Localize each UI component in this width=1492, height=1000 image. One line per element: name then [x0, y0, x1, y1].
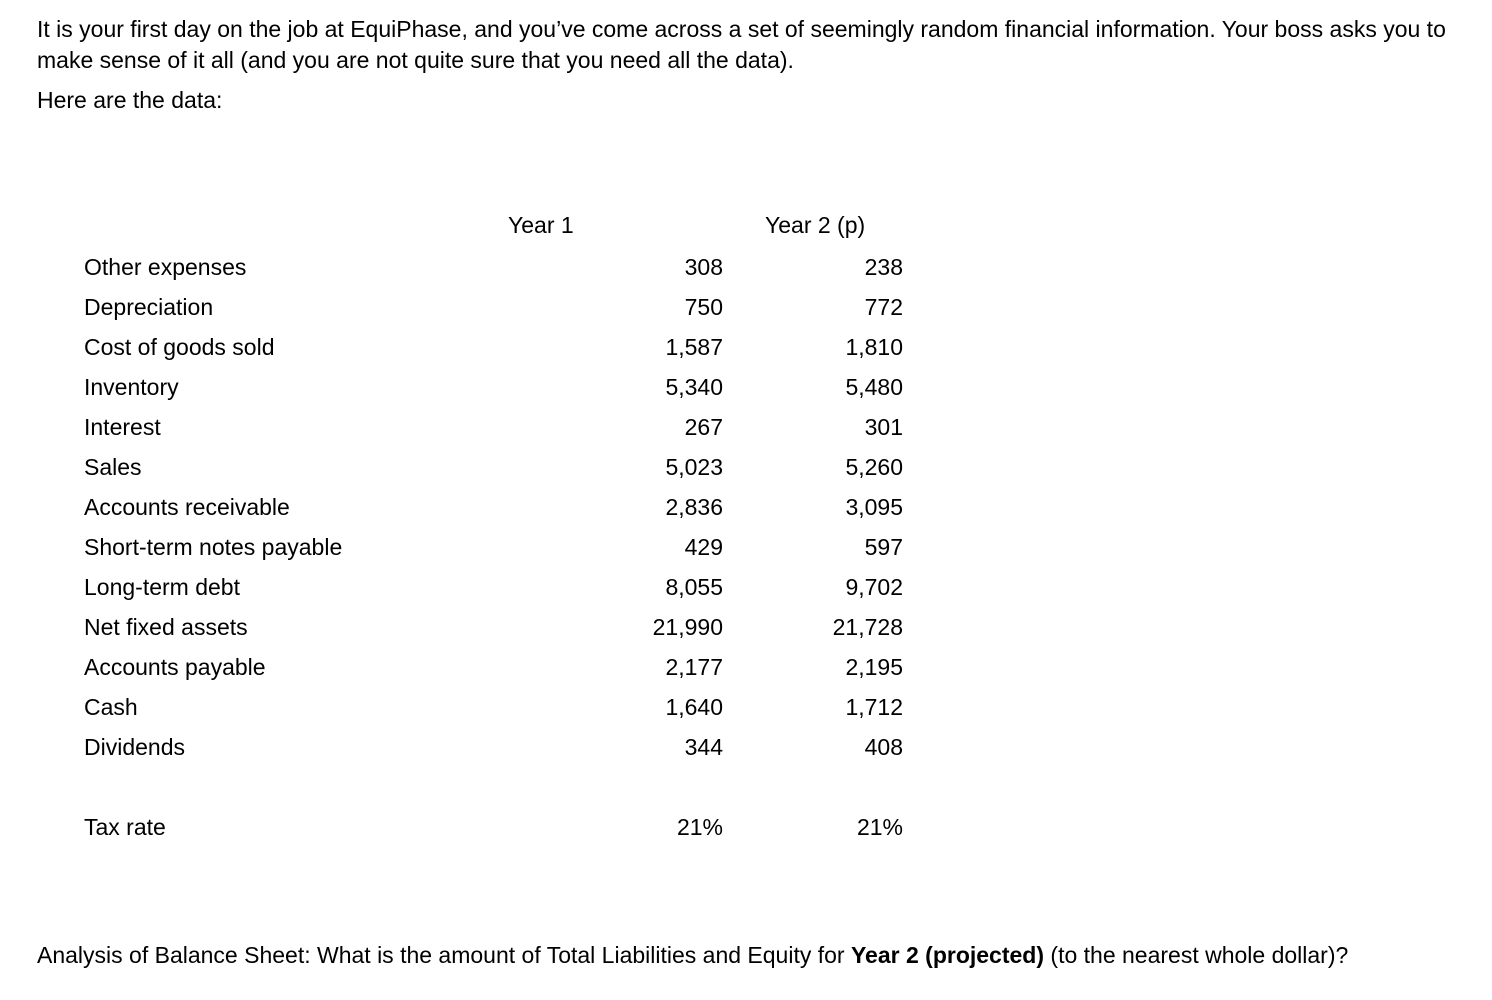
financial-data-table: Year 1 Year 2 (p) Other expenses 308 238…	[84, 205, 924, 847]
table-row-accounts-receivable: Accounts receivable 2,836 3,095	[84, 487, 924, 527]
year1-value: 1,640	[665, 693, 723, 720]
table-row-dividends: Dividends 344 408	[84, 727, 924, 767]
table-row-short-term-notes-payable: Short-term notes payable 429 597	[84, 527, 924, 567]
question-paragraph: Analysis of Balance Sheet: What is the a…	[37, 939, 1455, 971]
year2-value: 597	[864, 533, 903, 560]
table-row-sales: Sales 5,023 5,260	[84, 447, 924, 487]
table-row-long-term-debt: Long-term debt 8,055 9,702	[84, 567, 924, 607]
year1-value: 2,836	[665, 493, 723, 520]
year2-value: 1,810	[845, 333, 903, 360]
question-prefix: Analysis of Balance Sheet: What is the a…	[37, 942, 851, 968]
year2-value: 3,095	[845, 493, 903, 520]
year2-value: 301	[864, 413, 903, 440]
year2-value: 238	[864, 253, 903, 280]
row-label: Inventory	[84, 373, 179, 400]
row-label: Accounts receivable	[84, 493, 290, 520]
question-suffix: (to the nearest whole dollar)?	[1044, 942, 1349, 968]
col-header-year2: Year 2 (p)	[765, 211, 866, 238]
year1-value: 5,023	[665, 453, 723, 480]
year2-value: 408	[864, 733, 903, 760]
year1-value: 429	[684, 533, 723, 560]
table-row-tax-rate: Tax rate 21% 21%	[84, 807, 924, 847]
year1-value: 1,587	[665, 333, 723, 360]
year2-value: 5,480	[845, 373, 903, 400]
year2-value: 21,728	[832, 613, 903, 640]
year1-value: 21%	[676, 813, 723, 840]
table-row-cost-of-goods-sold: Cost of goods sold 1,587 1,810	[84, 327, 924, 367]
table-row-interest: Interest 267 301	[84, 407, 924, 447]
table-row-accounts-payable: Accounts payable 2,177 2,195	[84, 647, 924, 687]
year2-value: 2,195	[845, 653, 903, 680]
row-label: Accounts payable	[84, 653, 266, 680]
table-row-inventory: Inventory 5,340 5,480	[84, 367, 924, 407]
row-label: Cash	[84, 693, 138, 720]
row-label: Sales	[84, 453, 142, 480]
year1-value: 8,055	[665, 573, 723, 600]
col-header-year1: Year 1	[508, 211, 574, 238]
year1-value: 5,340	[665, 373, 723, 400]
row-label: Interest	[84, 413, 161, 440]
year1-value: 2,177	[665, 653, 723, 680]
year1-value: 267	[684, 413, 723, 440]
year2-value: 21%	[856, 813, 903, 840]
row-label: Short-term notes payable	[84, 533, 343, 560]
row-label: Other expenses	[84, 253, 247, 280]
row-label: Depreciation	[84, 293, 214, 320]
table-row-cash: Cash 1,640 1,712	[84, 687, 924, 727]
row-label: Cost of goods sold	[84, 333, 275, 360]
intro-paragraph: It is your first day on the job at EquiP…	[37, 16, 1446, 73]
table-row-depreciation: Depreciation 750 772	[84, 287, 924, 327]
year2-value: 1,712	[845, 693, 903, 720]
year2-value: 772	[864, 293, 903, 320]
year2-value: 5,260	[845, 453, 903, 480]
row-label: Net fixed assets	[84, 613, 248, 640]
row-label: Dividends	[84, 733, 185, 760]
blank-row	[84, 767, 924, 807]
data-intro-label: Here are the data:	[37, 87, 223, 113]
row-label: Tax rate	[84, 813, 166, 840]
year1-value: 21,990	[652, 613, 723, 640]
row-label: Long-term debt	[84, 573, 240, 600]
table-row-net-fixed-assets: Net fixed assets 21,990 21,728	[84, 607, 924, 647]
table-row-other-expenses: Other expenses 308 238	[84, 247, 924, 287]
year2-value: 9,702	[845, 573, 903, 600]
year1-value: 750	[684, 293, 723, 320]
year1-value: 308	[684, 253, 723, 280]
question-bold-term: Year 2 (projected)	[850, 942, 1045, 968]
table-header-row: Year 1 Year 2 (p)	[84, 205, 924, 245]
year1-value: 344	[684, 733, 723, 760]
